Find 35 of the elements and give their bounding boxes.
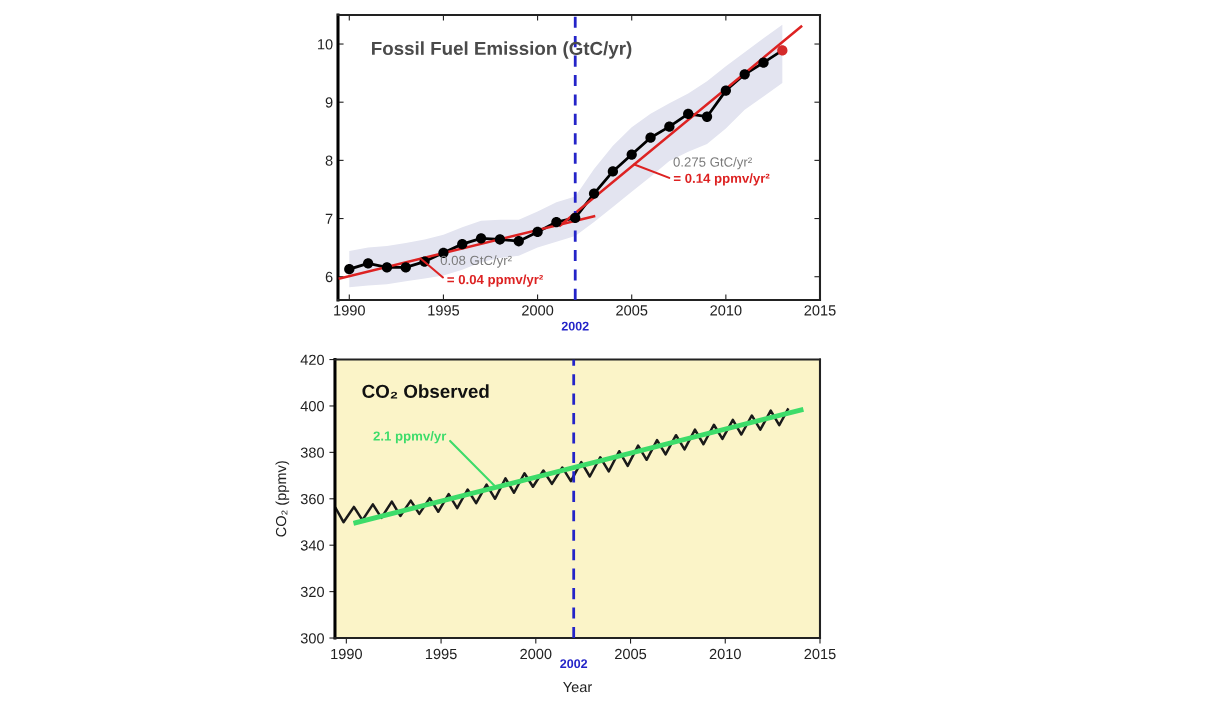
annotation: = 0.14 ppmv/yr² xyxy=(673,173,770,186)
y-tick-label: 7 xyxy=(325,213,333,224)
y-tick-label: 10 xyxy=(318,39,333,50)
text: Fossil Fuel Emission (GtC/yr) xyxy=(372,41,632,59)
ref-line-label: 2002 xyxy=(560,659,588,669)
x-tick-label: 2010 xyxy=(709,648,741,660)
y-tick-label: 420 xyxy=(300,354,324,365)
x-tick-label: 2015 xyxy=(804,305,836,316)
x-axis-title: Year xyxy=(563,682,592,693)
y-tick-label: 360 xyxy=(300,493,324,505)
x-tick-label: 2015 xyxy=(804,648,836,660)
y-tick-label: 8 xyxy=(325,155,333,166)
x-tick-label: 2000 xyxy=(522,305,554,316)
x-tick-label: 1995 xyxy=(428,305,460,316)
x-tick-label: 2000 xyxy=(520,648,552,660)
y-tick-label: 380 xyxy=(300,447,324,458)
y-tick-label: 340 xyxy=(300,540,324,551)
x-tick-label: 2005 xyxy=(616,305,648,316)
annotation: 2.1 ppmv/yr xyxy=(373,431,447,444)
y-tick-label: 400 xyxy=(300,401,324,412)
y-axis-title: CO₂ (ppmv) xyxy=(275,461,290,537)
y-tick-label: 320 xyxy=(300,586,324,598)
x-tick-label: 2010 xyxy=(710,305,742,316)
x-tick-label: 1995 xyxy=(425,648,457,660)
x-tick-label: 1990 xyxy=(334,305,365,316)
x-tick-label: 2005 xyxy=(615,648,647,660)
y-tick-label: 6 xyxy=(325,271,333,283)
y-tick-label: 9 xyxy=(325,97,333,108)
annotation: 0.275 GtC/yr² xyxy=(673,157,752,170)
ref-line-label: 2002 xyxy=(561,321,589,331)
y-tick-label: 300 xyxy=(300,633,324,644)
annotation: 0.08 GtC/yr² xyxy=(440,255,512,268)
text: CO₂ Observed xyxy=(362,384,489,399)
x-tick-label: 1990 xyxy=(331,648,362,660)
annotation: = 0.04 ppmv/yr² xyxy=(447,274,543,287)
